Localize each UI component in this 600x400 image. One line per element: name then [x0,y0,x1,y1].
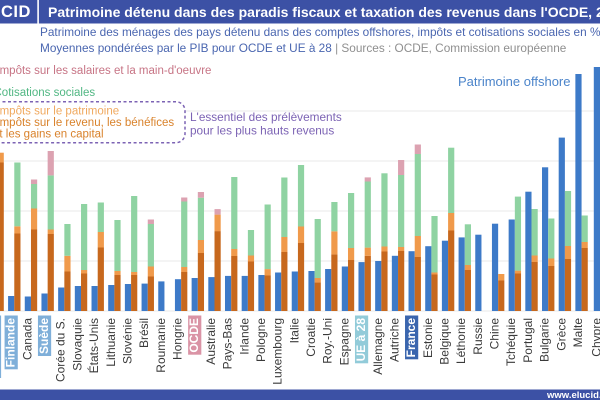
svg-text:Impôts sur les salaires et la: Impôts sur les salaires et la main-d'oeu… [0,65,211,77]
svg-text:Portugal: Portugal [521,318,535,363]
svg-text:France: France [404,318,418,358]
svg-text:Hongrie: Hongrie [171,318,185,360]
svg-text:Suède: Suède [37,318,51,354]
svg-text:Cotisations sociales: Cotisations sociales [0,87,95,99]
svg-text:pour les plus hauts revenus: pour les plus hauts revenus [190,124,334,138]
svg-text:Moyennes pondérées par le PIB: Moyennes pondérées par le PIB pour OCDE … [40,41,567,55]
svg-text:Lithuanie: Lithuanie [104,318,118,367]
svg-text:Italie: Italie [287,318,301,344]
svg-text:UE à 28: UE à 28 [354,318,368,362]
svg-text:Danemark: Danemark [0,318,1,376]
svg-text:Espagne: Espagne [337,318,351,366]
svg-text:Pologne: Pologne [254,318,268,362]
svg-text:Léthonie: Léthonie [454,318,468,364]
svg-text:Patrimoine des ménages des pay: Patrimoine des ménages des pays détenu d… [40,25,600,39]
svg-text:www.elucid.media: www.elucid.media [546,390,600,400]
svg-text:OCDE: OCDE [187,318,201,353]
svg-text:Allemagne: Allemagne [371,318,385,375]
svg-text:Finlande: Finlande [4,318,18,368]
svg-text:Pays-Bas: Pays-Bas [221,318,235,369]
svg-text:Chypre: Chypre [589,318,600,357]
svg-text:Corée du S.: Corée du S. [54,318,68,382]
svg-text:Malte: Malte [571,318,585,348]
svg-text:Slovaquie: Slovaquie [70,318,84,371]
svg-text:Australie: Australie [204,318,218,365]
svg-text:Patrimoine offshore: Patrimoine offshore [458,74,571,89]
svg-text:Croatie: Croatie [304,318,318,357]
svg-text:Bulgarie: Bulgarie [538,318,552,362]
svg-text:Belgique: Belgique [437,318,451,365]
svg-text:Canada: Canada [20,318,34,360]
svg-text:Roy.-Uni: Roy.-Uni [321,318,335,364]
svg-text:Impôts sur le revenu, les béné: Impôts sur le revenu, les bénéfices [0,117,174,129]
svg-text:Tchéquie: Tchéquie [504,318,518,366]
svg-text:Grèce: Grèce [554,318,568,351]
svg-text:Chine: Chine [488,318,502,350]
svg-text:Russie: Russie [471,318,485,355]
svg-text:Estonie: Estonie [421,318,435,358]
svg-text:Slovénie: Slovénie [120,318,134,364]
svg-text:Roumanie: Roumanie [154,318,168,373]
svg-text:Patrimoine détenu dans des par: Patrimoine détenu dans des paradis fisca… [48,4,600,20]
svg-text:États-Unis: États-Unis [86,318,101,373]
svg-text:Brésil: Brésil [137,318,151,348]
svg-text:Luxembourg: Luxembourg [271,318,285,385]
svg-text:CID: CID [1,3,31,21]
svg-text:et les gains en capital: et les gains en capital [0,129,104,141]
svg-text:Autriche: Autriche [387,318,401,362]
svg-text:Irlande: Irlande [237,318,251,355]
svg-text:Impôts sur le patrimoine: Impôts sur le patrimoine [0,106,119,118]
svg-text:L'essentiel des prélèvements: L'essentiel des prélèvements [190,110,342,124]
